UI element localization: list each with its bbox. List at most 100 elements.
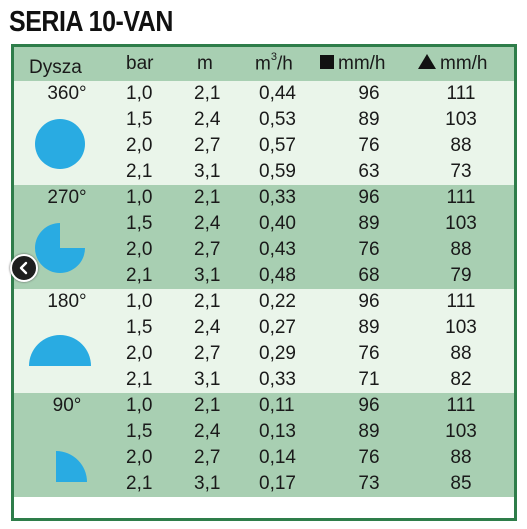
cell-bar: 2,1 [126, 473, 153, 494]
page-title: SERIA 10-VAN [9, 6, 173, 38]
cell-triangle-rate: 82 [450, 369, 472, 390]
cell-bar: 1,5 [126, 317, 153, 338]
cell-square-rate: 71 [358, 369, 380, 390]
header-bar: bar [126, 53, 154, 74]
table-row: 2,1 3,1 0,48 68 79 [14, 263, 514, 289]
cell-bar: 1,5 [126, 213, 153, 234]
header-m: m [197, 53, 213, 74]
cell-flow: 0,44 [259, 83, 296, 104]
cell-triangle-rate: 103 [445, 421, 477, 442]
cell-bar: 2,1 [126, 161, 153, 182]
table-row: 1,5 2,4 0,53 89 103 [14, 107, 514, 133]
cell-triangle-rate: 103 [445, 317, 477, 338]
table-row: 2,1 3,1 0,17 73 85 [14, 471, 514, 497]
cell-square-rate: 89 [358, 421, 380, 442]
cell-triangle-rate: 111 [446, 395, 476, 416]
cell-triangle-rate: 111 [446, 187, 476, 208]
cell-bar: 2,0 [126, 239, 153, 260]
table-row: 1,0 2,1 0,22 96 111 [14, 289, 514, 315]
table-row: 1,5 2,4 0,13 89 103 [14, 419, 514, 445]
previous-button[interactable] [10, 254, 38, 282]
quarter-circle-nozzle-icon [56, 451, 87, 482]
cell-m: 2,4 [194, 213, 221, 234]
cell-triangle-rate: 103 [445, 213, 477, 234]
table-row: 1,0 2,1 0,11 96 111 [14, 393, 514, 419]
header-dysza: Dysza [29, 57, 82, 78]
table-row: 1,0 2,1 0,44 96 111 [14, 81, 514, 107]
cell-square-rate: 89 [358, 317, 380, 338]
cell-m: 2,4 [194, 317, 221, 338]
table-header: Dysza bar m m3/h mm/h mm/h [14, 47, 514, 81]
cell-triangle-rate: 88 [450, 135, 472, 156]
cell-square-rate: 96 [358, 291, 380, 312]
cell-bar: 2,0 [126, 447, 153, 468]
cell-m: 2,1 [194, 83, 221, 104]
cell-m: 2,4 [194, 109, 221, 130]
cell-triangle-rate: 103 [445, 109, 477, 130]
cell-bar: 1,5 [126, 109, 153, 130]
cell-flow: 0,59 [259, 161, 296, 182]
header-triangle-rate: mm/h [418, 53, 488, 75]
nozzle-angle: 90° [52, 395, 82, 416]
cell-bar: 1,0 [126, 83, 153, 104]
table-row: 2,0 2,7 0,57 76 88 [14, 133, 514, 159]
cell-triangle-rate: 79 [450, 265, 472, 286]
table-row: 2,1 3,1 0,59 63 73 [14, 159, 514, 185]
cell-m: 3,1 [194, 473, 221, 494]
cell-bar: 1,0 [126, 291, 153, 312]
full-circle-nozzle-icon [35, 119, 85, 169]
cell-square-rate: 96 [358, 395, 380, 416]
cell-triangle-rate: 85 [450, 473, 472, 494]
cell-flow: 0,33 [259, 369, 296, 390]
cell-square-rate: 68 [358, 265, 380, 286]
nozzle-table: Dysza bar m m3/h mm/h mm/h 360° 1,0 2,1 … [11, 44, 517, 521]
cell-square-rate: 96 [358, 83, 380, 104]
cell-triangle-rate: 88 [450, 239, 472, 260]
cell-flow: 0,22 [259, 291, 296, 312]
cell-bar: 1,5 [126, 421, 153, 442]
chevron-left-icon [19, 261, 28, 275]
nozzle-angle: 180° [47, 291, 87, 312]
nozzle-group-270: 270° 1,0 2,1 0,33 96 111 1,5 2,4 0,40 89… [14, 185, 514, 289]
table-row: 1,5 2,4 0,27 89 103 [14, 315, 514, 341]
nozzle-group-360: 360° 1,0 2,1 0,44 96 111 1,5 2,4 0,53 89… [14, 81, 514, 185]
table-row: 1,0 2,1 0,33 96 111 [14, 185, 514, 211]
cell-flow: 0,57 [259, 135, 296, 156]
cell-m: 2,1 [194, 187, 221, 208]
cell-square-rate: 76 [358, 343, 380, 364]
cell-flow: 0,14 [259, 447, 296, 468]
table-row: 1,5 2,4 0,40 89 103 [14, 211, 514, 237]
cell-square-rate: 96 [358, 187, 380, 208]
cell-square-rate: 63 [358, 161, 380, 182]
three-quarter-circle-nozzle-icon [35, 223, 85, 273]
nozzle-group-180: 180° 1,0 2,1 0,22 96 111 1,5 2,4 0,27 89… [14, 289, 514, 393]
cell-bar: 1,0 [126, 395, 153, 416]
half-circle-nozzle-icon [29, 335, 91, 366]
nozzle-angle: 360° [47, 83, 87, 104]
header-flow: m3/h [255, 51, 293, 75]
square-icon [320, 55, 334, 69]
cell-bar: 2,0 [126, 343, 153, 364]
cell-flow: 0,29 [259, 343, 296, 364]
cell-flow: 0,53 [259, 109, 296, 130]
table-row: 2,0 2,7 0,29 76 88 [14, 341, 514, 367]
cell-square-rate: 76 [358, 135, 380, 156]
cell-m: 2,7 [194, 135, 221, 156]
cell-m: 2,7 [194, 239, 221, 260]
table-row: 2,0 2,7 0,43 76 88 [14, 237, 514, 263]
cell-m: 2,7 [194, 447, 221, 468]
triangle-icon [418, 54, 436, 69]
nozzle-group-90: 90° 1,0 2,1 0,11 96 111 1,5 2,4 0,13 89 … [14, 393, 514, 497]
cell-m: 3,1 [194, 265, 221, 286]
cell-m: 2,1 [194, 291, 221, 312]
cell-square-rate: 73 [358, 473, 380, 494]
cell-m: 2,1 [194, 395, 221, 416]
cell-triangle-rate: 88 [450, 343, 472, 364]
cell-bar: 2,0 [126, 135, 153, 156]
cell-flow: 0,27 [259, 317, 296, 338]
cell-square-rate: 76 [358, 447, 380, 468]
cell-m: 3,1 [194, 369, 221, 390]
table-row: 2,1 3,1 0,33 71 82 [14, 367, 514, 393]
cell-bar: 2,1 [126, 369, 153, 390]
cell-m: 2,7 [194, 343, 221, 364]
